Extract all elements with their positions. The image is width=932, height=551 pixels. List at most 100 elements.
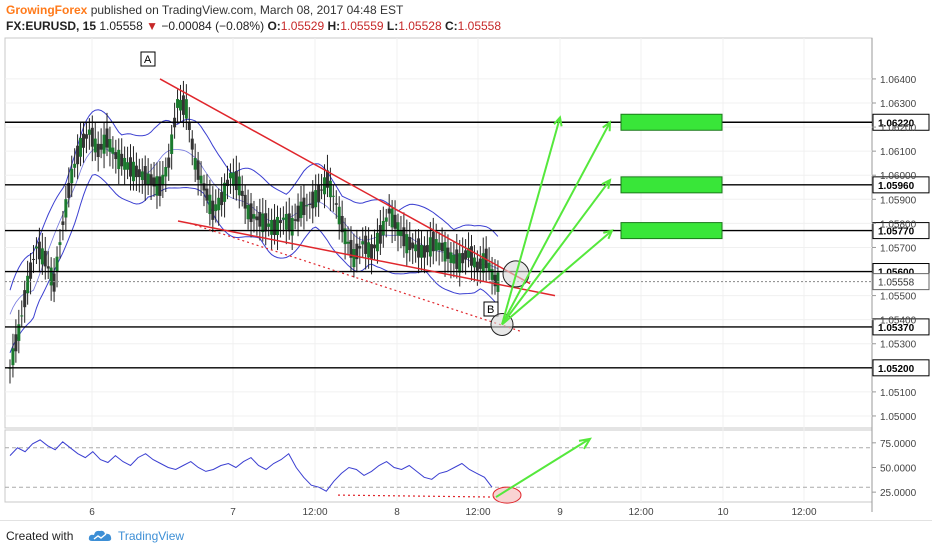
candle-body [352,249,356,268]
candle-body [281,217,285,220]
candle-body [217,197,221,211]
footer-bar: Created with TradingView [0,520,932,551]
y-tick-label: 1.06100 [880,147,917,158]
candle-body [55,256,59,272]
candle-body [284,213,288,230]
candle-body [331,195,335,197]
candle-body [278,220,282,224]
candle-body [14,334,18,352]
candle-body [255,216,259,221]
candle-body [240,190,244,196]
x-tick-label: 8 [394,507,400,518]
candle-body [340,215,344,233]
y-tick-label: 1.05400 [880,316,917,327]
candle-body [190,138,194,150]
publisher-name[interactable]: GrowingForex [6,3,88,17]
candle-body [358,246,362,249]
candle-body [334,203,338,205]
candle-body [37,241,41,260]
level-tag-label: 1.05600 [878,268,915,279]
price-axis: 6 7 12:00 8 12:00 9 12:00 10 12:00 1.06400 1.06300… [89,75,916,518]
candle-body [328,180,332,198]
symbol-label: FX:EURUSD, 15 [6,19,97,33]
candle-body [49,267,53,286]
x-tick-label: 12:00 [302,507,327,518]
candle-body [375,232,379,252]
change-arrow-icon: ▼ [146,19,158,33]
label-a: A [144,54,152,66]
candle-body [43,250,47,267]
high-value: 1.05559 [340,19,384,33]
candle-body [493,274,497,287]
candle-body [76,145,80,165]
candle-body [93,138,97,153]
candle-body [193,158,197,170]
candle-body [81,133,85,148]
x-tick-label: 12:00 [791,507,816,518]
rsi-y-tick-label: 75.0000 [880,439,917,450]
trend-drawings: AB [140,51,723,336]
tradingview-brand[interactable]: TradingView [118,529,185,543]
candle-body [387,208,391,214]
candle-body [184,99,188,119]
tradingview-cloud-icon[interactable] [88,529,112,543]
candle-body [87,129,91,135]
candle-body [34,246,38,249]
level-tag [872,359,930,377]
candle-body [420,245,424,258]
candle-body [237,176,241,196]
candle-body [317,185,321,202]
rsi-target-arrow-head [578,437,592,450]
rsi-line [9,439,493,492]
target-box-3 [620,222,723,240]
wedge-lower-line [177,220,556,297]
candle-body [402,227,406,247]
candle-body [102,134,106,154]
candle-body [70,168,74,184]
low-label: L: [386,19,399,33]
wedge-upper-line [159,78,531,285]
candle-body [458,253,462,273]
candle-body [164,167,168,177]
candle-body [261,213,265,233]
candle-body [478,258,482,269]
candle-body [325,170,329,188]
candle-body [396,222,400,236]
candle-body [372,244,376,249]
candle-body [461,253,465,264]
y-tick-label: 1.06300 [880,99,917,110]
candle-body [367,242,371,258]
x-tick-label: 12:00 [628,507,653,518]
target-arrow-3-head [601,178,612,190]
published-text: published on TradingView.com, March 08, … [90,3,404,17]
price-chart[interactable]: 1.06220 1.05960 1.05770 1.05600 1.05370 1.052… [0,0,932,520]
candle-body [249,203,253,223]
target-arrow-2-head [602,120,612,132]
candle-body [205,188,209,201]
rsi-pane [5,437,872,504]
candle-body [170,134,174,154]
candle-body [214,204,218,212]
candle-body [408,236,412,251]
candle-body [390,208,394,228]
candle-body [234,171,238,191]
last-price: 1.05558 [99,19,143,33]
projection-dotted-line [189,222,523,333]
candle-body [343,228,347,245]
candle-body [452,254,456,264]
support-resistance-levels: 1.06220 1.05960 1.05770 1.05600 1.05370 1.052… [5,113,930,377]
rsi-low-ellipse [492,486,522,504]
candle-body [211,200,215,220]
candle-body [223,182,227,202]
candle-body [131,161,135,182]
candle-body [346,241,350,244]
candle-body [467,247,471,258]
level-tag-label: 1.05960 [878,181,915,192]
y-tick-label: 1.05800 [880,219,917,230]
candle-body [152,177,156,187]
target-arrow-1 [501,117,561,325]
bollinger-lower [9,173,499,353]
candle-body [293,219,297,221]
candle-body [226,179,230,187]
open-label: O: [267,19,281,33]
